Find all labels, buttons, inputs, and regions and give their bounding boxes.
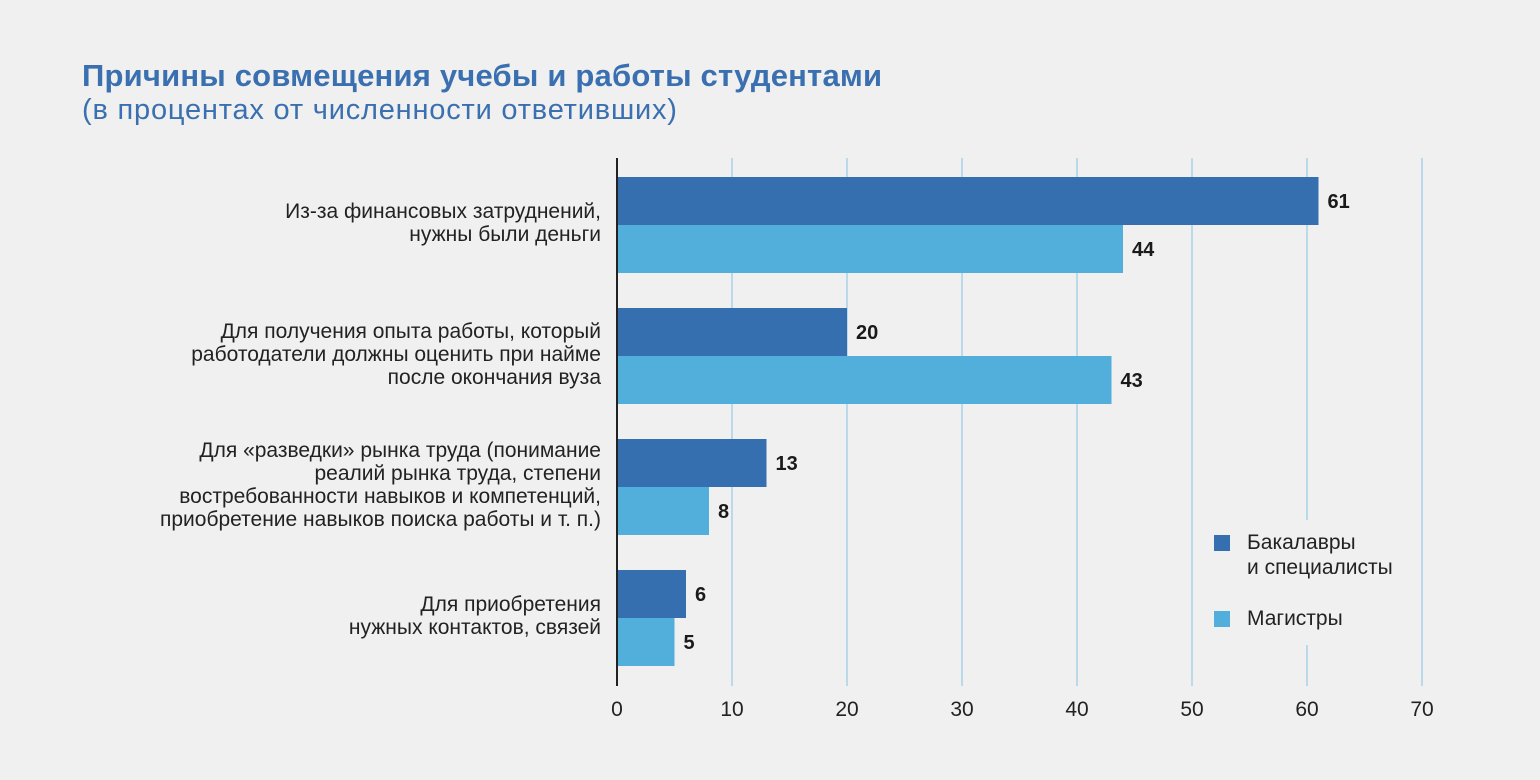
bar-s1-c4 xyxy=(617,570,686,618)
legend-swatch-bachelors xyxy=(1214,535,1230,551)
value-label-s2-c2: 43 xyxy=(1121,370,1143,392)
chart-title: Причины совмещения учебы и работы студен… xyxy=(82,58,883,93)
value-label-s1-c3: 13 xyxy=(776,453,798,475)
bar-s1-c2 xyxy=(617,308,847,356)
value-label-s2-c3: 8 xyxy=(718,501,729,523)
x-tick-label-10: 10 xyxy=(720,698,743,721)
bar-s2-c2 xyxy=(617,356,1112,404)
category-label-3: Для «разведки» рынка труда (понимание ре… xyxy=(160,439,601,531)
legend-backdrop xyxy=(1200,520,1420,645)
value-label-s2-c4: 5 xyxy=(684,632,695,654)
x-tick-label-40: 40 xyxy=(1065,698,1088,721)
value-label-s1-c4: 6 xyxy=(695,584,706,606)
bar-s2-c4 xyxy=(617,618,675,666)
x-tick-label-30: 30 xyxy=(950,698,973,721)
x-tick-label-60: 60 xyxy=(1295,698,1318,721)
category-label-4: Для приобретения нужных контактов, связе… xyxy=(348,593,601,639)
legend-swatch-masters xyxy=(1214,611,1230,627)
bar-s2-c1 xyxy=(617,225,1123,273)
chart-subtitle: (в процентах от численности ответивших) xyxy=(82,94,678,126)
bar-s1-c1 xyxy=(617,177,1319,225)
x-tick-label-50: 50 xyxy=(1180,698,1203,721)
legend-label-bachelors: Бакалавры и специалисты xyxy=(1247,531,1393,579)
bar-s2-c3 xyxy=(617,487,709,535)
legend-label-masters: Магистры xyxy=(1247,607,1343,630)
value-label-s1-c1: 61 xyxy=(1328,191,1350,213)
x-tick-label-70: 70 xyxy=(1410,698,1433,721)
value-label-s1-c2: 20 xyxy=(856,322,878,344)
x-tick-label-20: 20 xyxy=(835,698,858,721)
category-label-1: Из-за финансовых затруднений, нужны были… xyxy=(285,200,601,246)
value-label-s2-c1: 44 xyxy=(1132,239,1155,261)
x-tick-label-0: 0 xyxy=(611,698,623,721)
bar-s1-c3 xyxy=(617,439,767,487)
category-label-2: Для получения опыта работы, который рабо… xyxy=(191,319,601,389)
